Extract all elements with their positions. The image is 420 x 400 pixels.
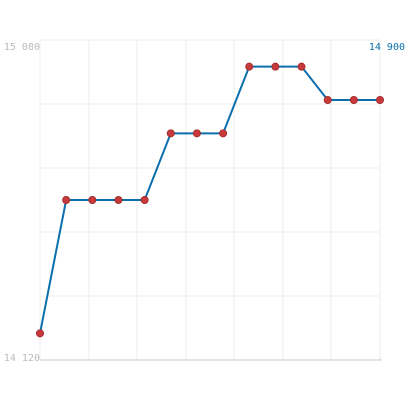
data-point-10 [271,62,280,71]
data-point-2 [62,195,71,204]
data-points [36,62,384,338]
data-point-8 [219,129,228,138]
data-point-1 [36,329,45,338]
data-point-4 [114,195,123,204]
series-line [39,65,380,334]
data-point-13 [349,96,358,105]
data-point-5 [140,195,149,204]
y-tick-label-top: 15 080 [4,42,40,53]
data-point-12 [323,96,332,105]
last-value-label: 14 900 [369,42,405,53]
data-point-9 [245,62,254,71]
data-point-11 [297,62,306,71]
y-tick-label-bottom: 14 120 [4,353,40,364]
data-point-14 [375,96,384,105]
data-point-6 [166,129,175,138]
data-point-3 [88,195,97,204]
grid [39,39,381,360]
data-point-7 [192,129,201,138]
